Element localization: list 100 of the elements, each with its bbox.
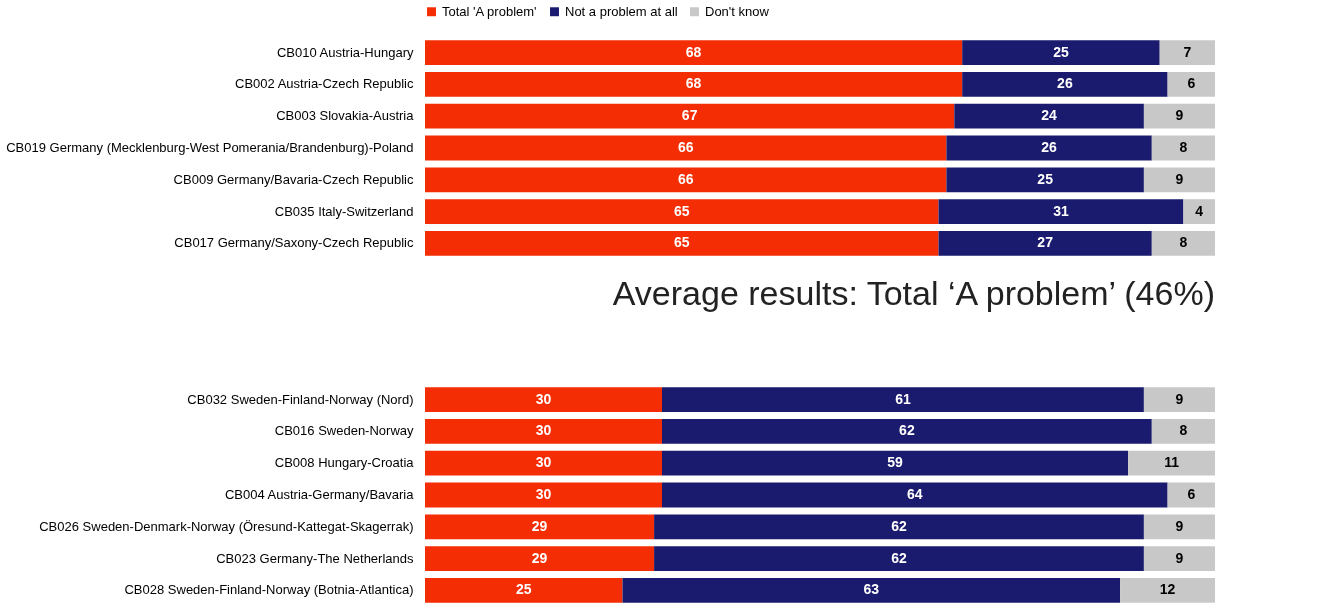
- bar: [954, 103, 1144, 129]
- bar: [425, 450, 662, 476]
- bar: [425, 71, 963, 97]
- data-label: 9: [1175, 517, 1184, 534]
- y-tick-label: CB016 Sweden-Norway: [274, 423, 414, 439]
- data-label: 26: [1041, 139, 1058, 155]
- data-label: 25: [1053, 43, 1069, 60]
- bar: [946, 167, 1144, 193]
- bar: [962, 40, 1160, 65]
- bar: [938, 231, 1152, 256]
- legend-label: Not a problem at all: [565, 3, 678, 19]
- data-label: 8: [1179, 422, 1188, 439]
- data-label: 61: [895, 390, 911, 407]
- data-label: 8: [1179, 139, 1188, 155]
- data-label: 29: [531, 517, 548, 534]
- data-label: 67: [681, 107, 698, 124]
- bar: [425, 167, 947, 193]
- y-tick-label: CB023 Germany-The Netherlands: [216, 550, 414, 566]
- y-tick-label: CB009 Germany/Bavaria-Czech Republic: [173, 171, 414, 187]
- bar: [654, 546, 1144, 572]
- data-label: 30: [535, 390, 552, 407]
- bar: [425, 578, 623, 603]
- bar: [946, 135, 1152, 161]
- bar: [1151, 135, 1215, 161]
- y-tick-label: CB004 Austria-Germany/Bavaria: [224, 487, 415, 502]
- y-tick-label: CB017 Germany/Saxony-Czech Republic: [174, 235, 414, 251]
- bar: [1151, 418, 1215, 444]
- y-tick-label: CB019 Germany (Mecklenburg-West Pomerania/Brandenburg)-Poland: [6, 140, 414, 155]
- data-label: 25: [1037, 170, 1054, 187]
- bar: [1143, 103, 1215, 129]
- data-label: 6: [1187, 75, 1196, 92]
- bar: [662, 482, 1168, 508]
- y-tick-label: CB010 Austria-Hungary: [276, 44, 414, 60]
- bar: [962, 71, 1168, 97]
- data-label: 63: [863, 581, 880, 598]
- bar: [425, 482, 662, 508]
- data-label: 12: [1159, 581, 1176, 598]
- bar: [425, 387, 662, 412]
- y-tick-label: CB008 Hungary-Croatia: [274, 455, 415, 471]
- bar: [425, 40, 963, 65]
- bar: [1120, 578, 1215, 603]
- data-label: 64: [907, 486, 923, 502]
- data-label: 62: [891, 549, 907, 566]
- data-label: 9: [1175, 390, 1184, 407]
- data-label: 9: [1175, 107, 1184, 124]
- bar: [425, 514, 655, 540]
- legend-label: Don't know: [705, 3, 770, 19]
- legend-label: Total 'A problem': [442, 3, 537, 19]
- bar: [425, 135, 947, 161]
- data-label: 4: [1195, 202, 1204, 219]
- data-label: 65: [673, 202, 690, 219]
- data-label: 30: [535, 454, 552, 471]
- data-label: 25: [515, 581, 532, 598]
- data-label: 68: [685, 43, 702, 60]
- data-label: 7: [1183, 43, 1192, 60]
- bar: [662, 387, 1144, 412]
- bar: [1167, 482, 1215, 508]
- data-label: 66: [677, 139, 694, 155]
- data-label: 30: [535, 486, 552, 502]
- data-label: 68: [685, 75, 702, 92]
- bar: [1151, 231, 1215, 256]
- bar: [425, 103, 955, 129]
- bar: [425, 231, 939, 256]
- y-tick-label: CB028 Sweden-Finland-Norway (Botnia-Atlantica): [124, 582, 414, 598]
- bar: [1143, 514, 1215, 540]
- data-label: 65: [673, 234, 690, 251]
- data-label: 66: [677, 170, 694, 187]
- bar: [1143, 167, 1215, 193]
- bar: [622, 578, 1121, 603]
- data-label: 8: [1179, 234, 1188, 251]
- y-tick-label: CB003 Slovakia-Austria: [276, 108, 415, 124]
- data-label: 6: [1187, 486, 1196, 502]
- data-label: 26: [1057, 75, 1073, 92]
- bar: [1128, 450, 1215, 476]
- y-tick-label: CB032 Sweden-Finland-Norway (Nord): [187, 391, 414, 407]
- data-label: 11: [1164, 454, 1180, 471]
- data-label: 62: [891, 517, 907, 534]
- data-label: 30: [535, 422, 552, 439]
- bar: [425, 546, 655, 572]
- data-label: 9: [1175, 170, 1184, 187]
- data-label: 24: [1041, 107, 1058, 124]
- bar: [425, 199, 939, 225]
- bar: [1183, 199, 1215, 225]
- data-label: 59: [887, 454, 904, 471]
- y-tick-label: CB035 Italy-Switzerland: [274, 203, 414, 219]
- bar: [662, 450, 1129, 476]
- data-label: 31: [1053, 202, 1069, 219]
- bar: [1143, 387, 1215, 412]
- data-label: 29: [531, 549, 548, 566]
- y-tick-label: CB026 Sweden-Denmark-Norway (Öresund-Kattegat-Skagerrak): [39, 518, 414, 534]
- bar: [654, 514, 1144, 540]
- bar: [1159, 40, 1215, 65]
- bar: [1167, 71, 1215, 97]
- text: Average results: Total ‘A problem’ (46%): [612, 274, 1215, 312]
- data-label: 62: [899, 422, 915, 439]
- data-label: 27: [1037, 234, 1054, 251]
- bar: [1143, 546, 1215, 572]
- bar: [938, 199, 1184, 225]
- bar: [425, 418, 662, 444]
- data-label: 9: [1175, 549, 1184, 566]
